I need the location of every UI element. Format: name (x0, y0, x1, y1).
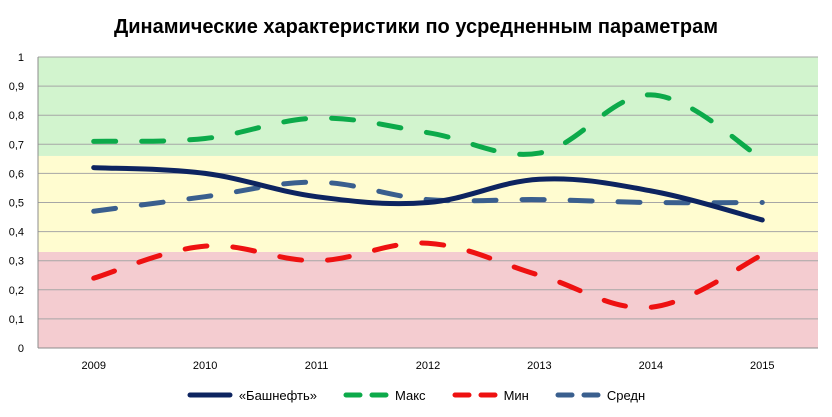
y-tick-label: 0,7 (9, 139, 24, 151)
x-tick-label: 2011 (305, 360, 329, 372)
y-tick-label: 0,3 (9, 256, 24, 268)
x-axis-tick-labels: 2009 2010 2011 2012 2013 2014 2015 (81, 360, 774, 372)
x-tick-label: 2012 (416, 360, 440, 372)
y-tick-label: 0,1 (9, 314, 24, 326)
x-tick-label: 2014 (639, 360, 663, 372)
y-tick-label: 0,2 (9, 285, 24, 297)
x-tick-label: 2009 (81, 360, 105, 372)
legend-item: Макс (343, 388, 426, 403)
y-tick-label: 0 (18, 343, 24, 355)
legend-label: Макс (395, 387, 426, 403)
legend-swatch (187, 392, 233, 398)
series-line-bashneft (91, 165, 765, 223)
series-lines (91, 92, 765, 311)
band-2 (38, 57, 818, 156)
y-axis-tick-labels: 0 0,1 0,2 0,3 0,4 0,5 0,6 0,7 0,8 0,9 1 (9, 52, 24, 355)
y-tick-label: 1 (18, 52, 24, 64)
band-0 (38, 251, 818, 348)
chart-title: Динамические характеристики по усредненн… (113, 16, 719, 38)
x-tick-label: 2010 (193, 360, 217, 372)
legend-label: Средн (606, 387, 646, 403)
series-line-min (91, 240, 765, 311)
legend-swatch (452, 392, 498, 398)
legend: «Башнефть» Макс Мин Средн (0, 384, 832, 406)
y-tick-label: 0,4 (9, 227, 24, 239)
legend-label: «Башнефть» (238, 387, 318, 403)
gridlines (37, 56, 818, 349)
y-tick-label: 0,8 (9, 110, 24, 122)
legend-swatch (555, 392, 601, 398)
series-line-max (91, 92, 765, 162)
x-tick-label: 2013 (527, 360, 551, 372)
y-tick-label: 0,6 (9, 168, 24, 180)
y-tick-label: 0,5 (9, 198, 24, 210)
legend-item: Мин (452, 388, 529, 403)
legend-item: Средн (555, 388, 645, 403)
legend-item: «Башнефть» (187, 388, 317, 403)
x-tick-label: 2015 (750, 360, 774, 372)
legend-swatch (343, 392, 389, 398)
series-line-avg (91, 179, 765, 214)
legend-label: Мин (503, 387, 529, 403)
y-tick-label: 0,9 (9, 81, 24, 93)
